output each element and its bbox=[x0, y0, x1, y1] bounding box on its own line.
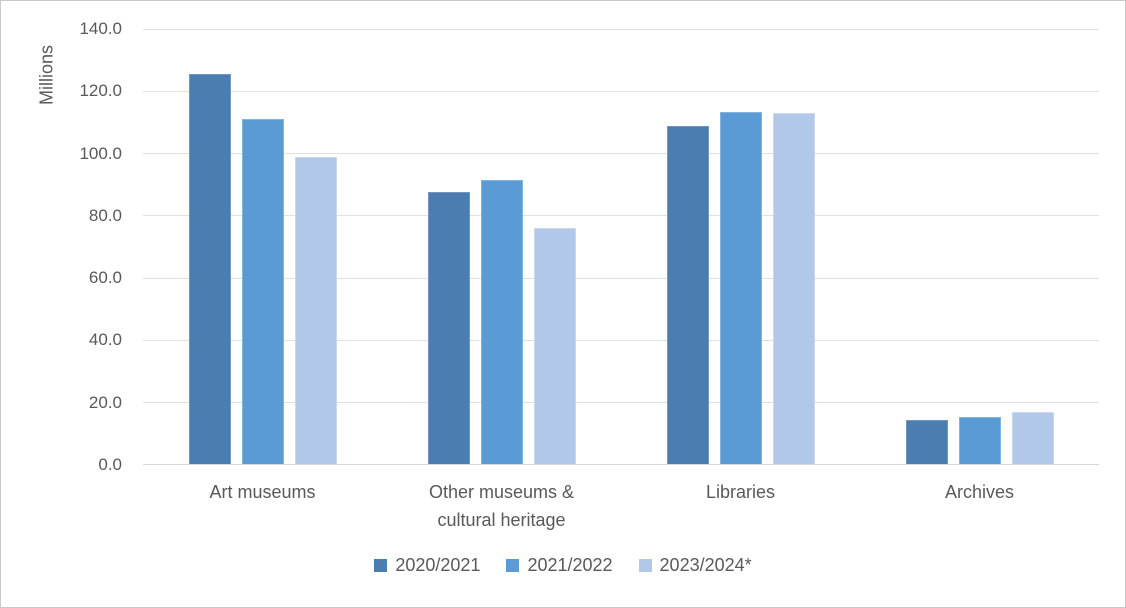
bar-2020-2021 bbox=[427, 192, 470, 464]
bar-2021-2022 bbox=[480, 180, 523, 464]
category-label: Archives bbox=[860, 478, 1099, 506]
y-tick-label: 40.0 bbox=[88, 330, 122, 350]
bar-2023-2024- bbox=[1011, 412, 1054, 464]
gridline bbox=[143, 28, 1099, 30]
bar-group bbox=[860, 29, 1099, 464]
bar-2023-2024- bbox=[294, 157, 337, 464]
legend: 2020/2021 2021/2022 2023/2024* bbox=[1, 555, 1125, 576]
y-tick-label: 0.0 bbox=[98, 455, 122, 474]
category-label-text: Libraries bbox=[705, 482, 776, 502]
bar-2021-2022 bbox=[719, 112, 762, 464]
legend-item: 2023/2024* bbox=[638, 555, 752, 576]
legend-swatch bbox=[638, 559, 652, 572]
bar-2020-2021 bbox=[905, 420, 948, 464]
bar-2020-2021 bbox=[188, 74, 231, 464]
legend-label: 2023/2024* bbox=[659, 555, 752, 575]
bar-group bbox=[143, 29, 382, 464]
y-tick-label: 100.0 bbox=[79, 143, 122, 163]
legend-label: 2020/2021 bbox=[395, 555, 481, 575]
legend-label: 2021/2022 bbox=[527, 555, 613, 575]
y-tick-label: 140.0 bbox=[79, 19, 122, 38]
bar-2023-2024- bbox=[772, 113, 815, 464]
category-label: Libraries bbox=[621, 478, 860, 506]
y-tick-label: 20.0 bbox=[88, 392, 122, 412]
legend-item: 2021/2022 bbox=[506, 555, 613, 576]
gridline bbox=[143, 277, 1099, 279]
legend-swatch bbox=[374, 559, 388, 572]
plot-area bbox=[143, 28, 1099, 465]
legend-swatch bbox=[506, 559, 520, 572]
y-tick-label: 80.0 bbox=[88, 205, 122, 225]
bar-group bbox=[621, 29, 860, 464]
bar-2020-2021 bbox=[666, 126, 709, 464]
bar-2021-2022 bbox=[958, 417, 1001, 464]
gridline bbox=[143, 215, 1099, 217]
y-tick-label: 60.0 bbox=[88, 268, 122, 288]
bar-2023-2024- bbox=[533, 228, 576, 464]
gridline bbox=[143, 402, 1099, 404]
y-tick-label: 120.0 bbox=[79, 81, 122, 101]
gridline bbox=[143, 153, 1099, 155]
category-label-text: Art museums bbox=[209, 482, 316, 502]
category-label-text: Other museums & cultural heritage bbox=[428, 482, 575, 530]
bar-2021-2022 bbox=[241, 119, 284, 464]
legend-item: 2020/2021 bbox=[374, 555, 480, 576]
category-label: Art museums bbox=[143, 478, 382, 506]
bar-group bbox=[382, 29, 621, 464]
category-label-text: Archives bbox=[944, 482, 1015, 502]
gridline bbox=[143, 90, 1099, 92]
gridline bbox=[143, 339, 1099, 341]
category-label: Other museums & cultural heritage bbox=[382, 478, 621, 534]
